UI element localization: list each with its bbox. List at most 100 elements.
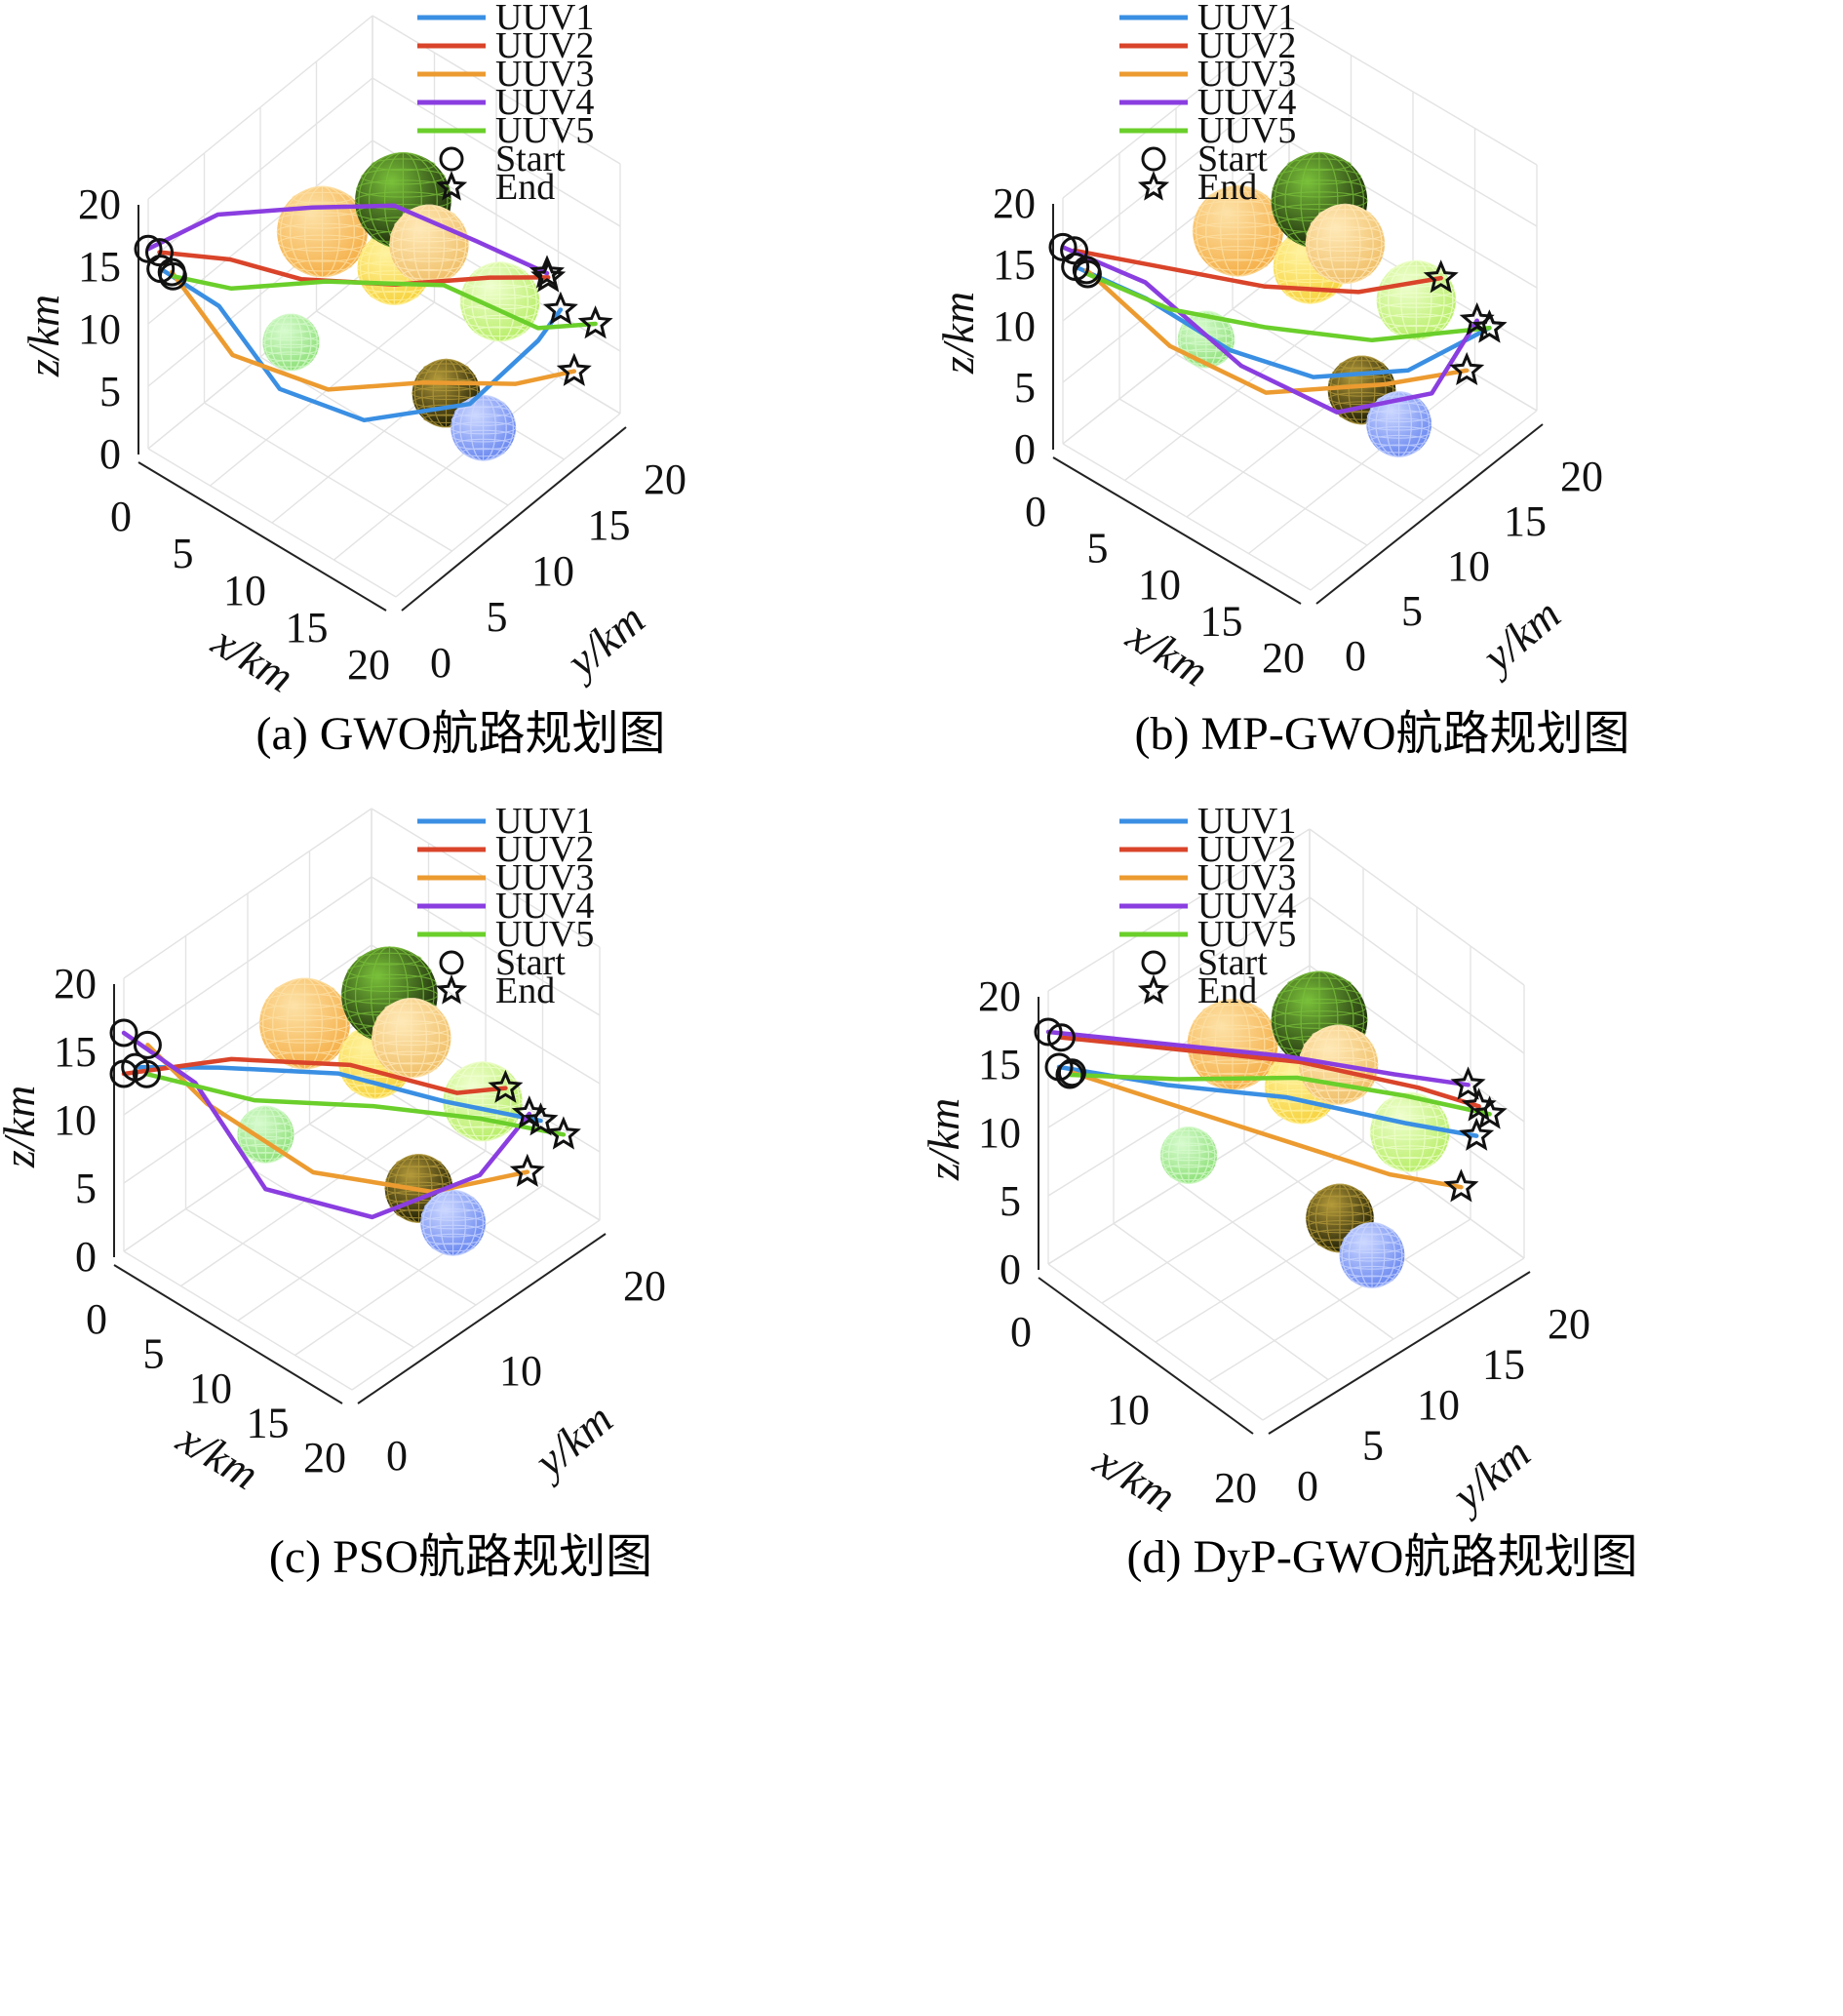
y-tick-label: 10 — [1417, 1381, 1460, 1429]
legend-label-uuv4: UUV4 — [1197, 886, 1296, 927]
legend-label-uuv2: UUV2 — [1197, 25, 1296, 66]
y-tick-label: 5 — [1362, 1422, 1384, 1470]
y-tick-label: 0 — [1297, 1462, 1318, 1510]
start-marker — [1060, 236, 1089, 265]
end-marker — [1423, 259, 1459, 294]
x-axis-line — [1052, 456, 1302, 605]
start-marker — [1055, 1060, 1084, 1089]
obstacles — [1177, 151, 1457, 457]
legend-label-uuv3: UUV3 — [495, 857, 594, 898]
markers — [1034, 1017, 1508, 1203]
legend-label-uuv5: UUV5 — [1197, 914, 1296, 955]
x-axis-line — [137, 461, 387, 612]
legend-label-uuv1: UUV1 — [495, 0, 594, 38]
series-line-uuv2 — [121, 1056, 508, 1095]
series-line-uuv4 — [145, 203, 550, 276]
y-axis-label: y/km — [1439, 1428, 1539, 1522]
x-tick-label: 0 — [1010, 1308, 1032, 1356]
legend-label-end: End — [1197, 167, 1257, 208]
sphere-blue — [1365, 391, 1432, 457]
sphere-lime — [459, 261, 540, 342]
axes — [1052, 204, 1544, 605]
y-axis-line — [357, 1233, 607, 1404]
series-line-uuv3 — [1084, 267, 1470, 395]
x-tick-label: 5 — [173, 530, 194, 577]
z-tick-label: 15 — [978, 1041, 1021, 1088]
end-marker — [1459, 1117, 1495, 1151]
legend-label-uuv4: UUV4 — [495, 82, 594, 123]
y-tick-label: 15 — [588, 501, 631, 549]
series-line-uuv5 — [144, 1071, 567, 1137]
sphere-peach — [371, 998, 451, 1079]
panel-a: 0 5 10 15 20 0 5 10 15 20 0 5 10 15 20 z/km x/km y/km UUV1… — [0, 0, 922, 800]
panel-b: 0 5 10 15 20 0 5 10 15 20 0 5 10 15 20 z/km x/km y/km UUV1… — [922, 0, 1843, 800]
z-tick-label: 0 — [1014, 425, 1036, 473]
caption-a: (a) GWO航路规划图 — [255, 708, 666, 760]
z-tick-label: 10 — [978, 1109, 1021, 1157]
axes — [1038, 997, 1531, 1435]
z-tick-label: 0 — [1000, 1245, 1021, 1293]
x-tick-label: 15 — [1200, 598, 1243, 646]
legend-label-start: Start — [495, 138, 566, 179]
z-tick-label: 10 — [54, 1096, 97, 1144]
y-axis-label: y/km — [1470, 589, 1569, 684]
series-line-uuv1 — [133, 1064, 543, 1124]
y-tick-label: 20 — [1548, 1300, 1590, 1348]
markers — [1048, 232, 1508, 386]
y-tick-label: 0 — [430, 639, 451, 687]
x-tick-label: 20 — [1214, 1464, 1257, 1512]
sphere-blue — [1339, 1222, 1405, 1288]
legend-label-uuv3: UUV3 — [1197, 857, 1296, 898]
z-tick-label: 5 — [1014, 364, 1036, 412]
start-marker — [1048, 232, 1078, 261]
legend-label-end: End — [495, 970, 555, 1011]
y-tick-label: 0 — [386, 1432, 408, 1480]
z-tick-label: 15 — [78, 243, 121, 291]
y-tick-label: 20 — [623, 1262, 666, 1310]
legend-label-uuv4: UUV4 — [1197, 82, 1296, 123]
end-marker — [509, 1153, 545, 1187]
legend-label-uuv2: UUV2 — [1197, 829, 1296, 870]
markers — [109, 1018, 581, 1187]
x-tick-label: 10 — [223, 567, 266, 614]
pentagram-marker-icon — [435, 974, 468, 1005]
legend-label-uuv3: UUV3 — [1197, 54, 1296, 95]
start-marker — [158, 261, 187, 291]
markers — [134, 234, 613, 386]
z-axis-label: z/km — [933, 292, 983, 375]
legend-label-uuv2: UUV2 — [495, 25, 594, 66]
series-line-uuv5 — [1067, 1072, 1492, 1117]
circle-marker-icon — [439, 146, 464, 172]
legend-label-uuv1: UUV1 — [1197, 0, 1296, 38]
series-line-uuv4 — [121, 1030, 532, 1220]
end-marker — [511, 1095, 547, 1129]
z-tick-label: 5 — [75, 1165, 97, 1212]
y-tick-label: 20 — [644, 455, 686, 503]
start-marker — [1073, 259, 1102, 289]
y-axis-label: y/km — [522, 1394, 621, 1488]
sphere-peach — [388, 204, 470, 285]
legend-label-start: Start — [1197, 138, 1268, 179]
x-axis-line — [113, 1264, 343, 1404]
series-line-uuv1 — [158, 266, 564, 423]
x-tick-label: 0 — [1025, 488, 1046, 535]
y-axis-label: y/km — [554, 594, 653, 689]
z-axis-label: z/km — [19, 295, 68, 377]
y-tick-label: 10 — [499, 1347, 542, 1395]
end-marker — [542, 291, 578, 325]
sphere-green-small — [1159, 1126, 1218, 1185]
y-tick-label: 0 — [1345, 632, 1366, 680]
pentagram-marker-icon — [1137, 171, 1170, 201]
z-axis-label: z/km — [922, 1098, 968, 1181]
sphere-orange-large — [276, 185, 369, 278]
z-tick-label: 5 — [1000, 1177, 1021, 1225]
x-tick-label: 5 — [143, 1330, 165, 1378]
series-line-uuv3 — [169, 269, 577, 392]
